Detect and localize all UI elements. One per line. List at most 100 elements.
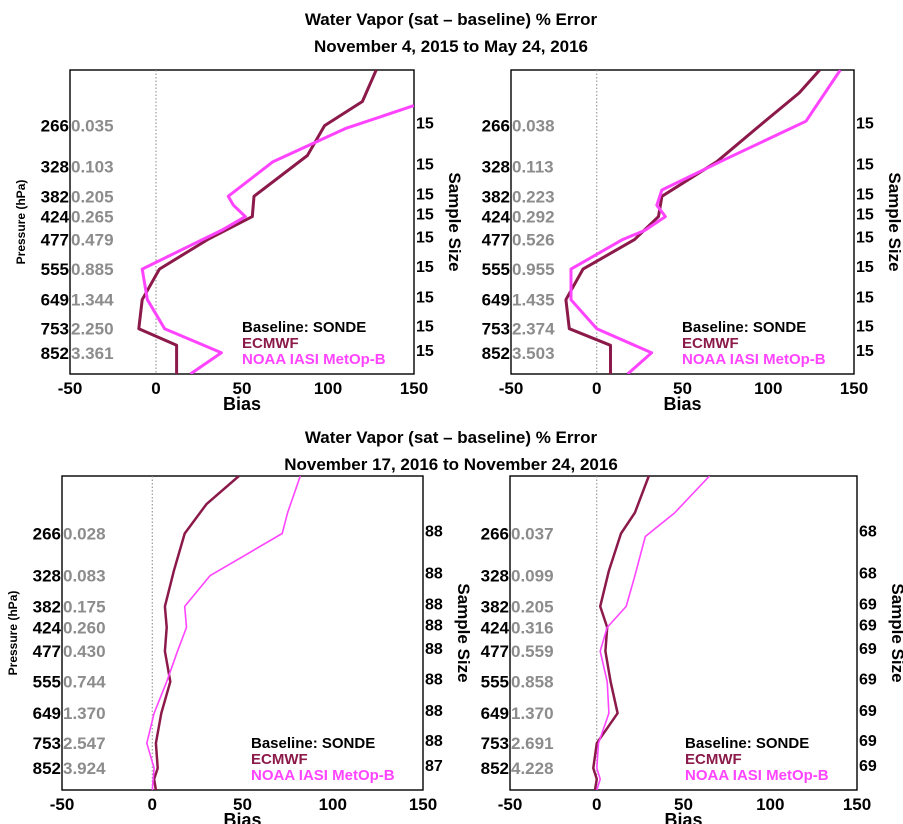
std-value-label: 1.344 bbox=[71, 291, 114, 310]
ecmwf-series-line bbox=[592, 476, 650, 790]
std-value-label: 0.083 bbox=[63, 567, 106, 586]
std-value-label: 3.361 bbox=[71, 344, 114, 363]
plot-frame bbox=[509, 475, 858, 791]
legend-entry: NOAA IASI MetOp-B bbox=[242, 351, 386, 368]
legend-baseline: Baseline: SONDE bbox=[685, 735, 809, 752]
sample-size-label: 15 bbox=[416, 290, 434, 307]
std-value-label: 3.503 bbox=[512, 344, 555, 363]
sample-size-axis-label: Sample Size bbox=[885, 172, 903, 271]
legend-baseline: Baseline: SONDE bbox=[242, 319, 366, 336]
std-value-label: 0.035 bbox=[71, 117, 114, 136]
pressure-level-label: 266 bbox=[481, 524, 509, 543]
x-tick-label: 50 bbox=[673, 379, 692, 398]
pressure-level-label: 328 bbox=[481, 567, 509, 586]
sample-size-label: 15 bbox=[856, 259, 874, 276]
pressure-level-label: 424 bbox=[481, 618, 510, 637]
std-value-label: 0.205 bbox=[511, 597, 554, 616]
sample-size-label: 69 bbox=[859, 672, 877, 689]
sample-size-label: 15 bbox=[856, 157, 874, 174]
std-value-label: 2.374 bbox=[512, 320, 555, 339]
std-value-label: 0.223 bbox=[512, 187, 555, 206]
std-value-label: 0.559 bbox=[511, 642, 554, 661]
pressure-level-label: 852 bbox=[481, 759, 509, 778]
pressure-level-label: 555 bbox=[481, 673, 509, 692]
std-value-label: 0.175 bbox=[63, 597, 106, 616]
bottom-title-line2: November 17, 2016 to November 24, 2016 bbox=[284, 455, 618, 474]
x-tick-label: 150 bbox=[840, 379, 868, 398]
legend-entry: ECMWF bbox=[251, 751, 308, 768]
legend-baseline: Baseline: SONDE bbox=[251, 735, 375, 752]
ecmwf-series-line bbox=[152, 476, 240, 790]
iasi-series-line bbox=[140, 104, 414, 374]
legend-baseline: Baseline: SONDE bbox=[682, 319, 806, 336]
x-tick-label: -50 bbox=[499, 379, 524, 398]
sample-size-label: 15 bbox=[416, 157, 434, 174]
pressure-level-label: 328 bbox=[41, 158, 69, 177]
legend-entry: NOAA IASI MetOp-B bbox=[251, 767, 395, 784]
sample-size-label: 69 bbox=[859, 758, 877, 775]
pressure-level-label: 649 bbox=[482, 291, 510, 310]
x-tick-label: 50 bbox=[674, 795, 693, 814]
pressure-level-label: 424 bbox=[482, 208, 511, 227]
ecmwf-series-line bbox=[137, 70, 378, 374]
iasi-series-line bbox=[595, 476, 711, 790]
sample-size-label: 15 bbox=[856, 290, 874, 307]
pressure-level-label: 328 bbox=[33, 567, 61, 586]
plot-frame bbox=[69, 69, 415, 375]
std-value-label: 2.691 bbox=[511, 734, 554, 753]
sample-size-label: 15 bbox=[416, 116, 434, 133]
std-value-label: 0.265 bbox=[71, 208, 114, 227]
pressure-level-label: 649 bbox=[481, 704, 509, 723]
iasi-series-line bbox=[146, 476, 302, 790]
pressure-level-label: 266 bbox=[482, 117, 510, 136]
std-value-label: 0.479 bbox=[71, 231, 114, 250]
sample-size-label: 88 bbox=[425, 733, 443, 750]
sample-size-label: 88 bbox=[425, 617, 443, 634]
x-axis-label: Bias bbox=[663, 394, 701, 414]
pressure-level-label: 555 bbox=[33, 673, 61, 692]
sample-size-label: 15 bbox=[416, 343, 434, 360]
pressure-level-label: 555 bbox=[41, 260, 69, 279]
pressure-level-label: 477 bbox=[33, 642, 61, 661]
std-value-label: 4.228 bbox=[511, 759, 554, 778]
x-tick-label: 0 bbox=[592, 379, 601, 398]
pressure-level-label: 852 bbox=[482, 344, 510, 363]
std-value-label: 0.885 bbox=[71, 260, 114, 279]
pressure-level-label: 424 bbox=[41, 208, 70, 227]
legend-entry: ECMWF bbox=[685, 751, 742, 768]
sample-size-label: 69 bbox=[859, 733, 877, 750]
pressure-level-label: 382 bbox=[481, 597, 509, 616]
sample-size-label: 87 bbox=[425, 758, 443, 775]
std-value-label: 0.858 bbox=[511, 673, 554, 692]
std-value-label: 1.370 bbox=[511, 704, 554, 723]
pressure-level-label: 477 bbox=[482, 231, 510, 250]
std-value-label: 0.205 bbox=[71, 187, 114, 206]
x-axis-label: Bias bbox=[664, 810, 702, 824]
sample-size-label: 15 bbox=[856, 186, 874, 203]
y-axis-label: Pressure (hPa) bbox=[14, 180, 28, 265]
std-value-label: 1.370 bbox=[63, 704, 106, 723]
sample-size-label: 69 bbox=[859, 596, 877, 613]
std-value-label: 0.526 bbox=[512, 231, 555, 250]
bottom-title-line1: Water Vapor (sat – baseline) % Error bbox=[305, 428, 598, 447]
std-value-label: 0.744 bbox=[63, 673, 106, 692]
sample-size-label: 15 bbox=[416, 230, 434, 247]
std-value-label: 2.547 bbox=[63, 734, 106, 753]
iasi-series-line bbox=[569, 70, 842, 374]
std-value-label: 0.038 bbox=[512, 117, 555, 136]
std-value-label: 0.955 bbox=[512, 260, 555, 279]
pressure-level-label: 328 bbox=[482, 158, 510, 177]
sample-size-axis-label: Sample Size bbox=[454, 583, 473, 682]
std-value-label: 0.260 bbox=[63, 618, 106, 637]
x-tick-label: 50 bbox=[233, 795, 252, 814]
sample-size-label: 15 bbox=[856, 230, 874, 247]
pressure-level-label: 477 bbox=[481, 642, 509, 661]
std-value-label: 3.924 bbox=[63, 759, 106, 778]
x-tick-label: 0 bbox=[148, 795, 157, 814]
